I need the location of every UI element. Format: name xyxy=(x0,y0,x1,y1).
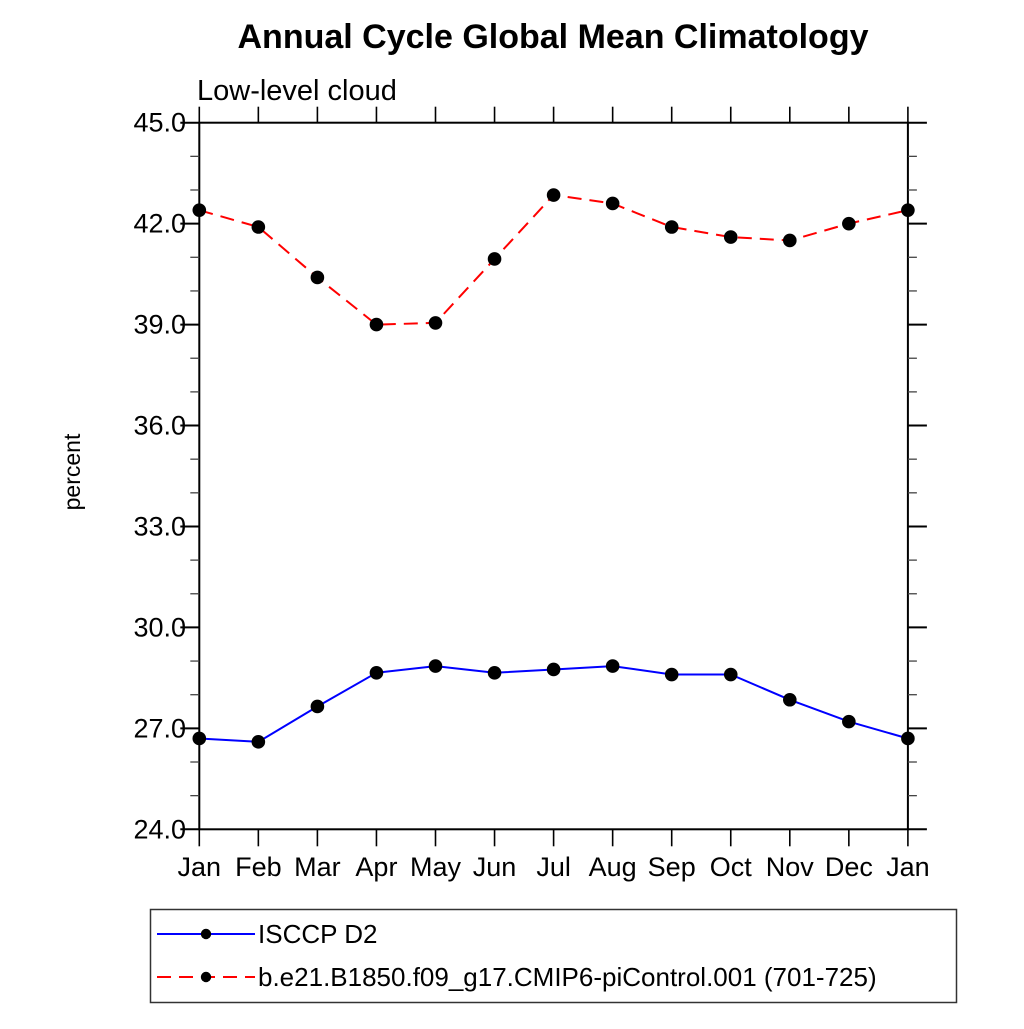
data-point-s0 xyxy=(723,667,738,682)
data-point-s0 xyxy=(783,692,797,707)
y-tick-label: 30.0 xyxy=(133,612,186,642)
data-point-s1 xyxy=(783,233,797,248)
data-point-s0 xyxy=(901,731,915,746)
x-tick-label: Jul xyxy=(536,852,571,882)
y-axis-label: percent xyxy=(59,433,85,510)
data-point-s0 xyxy=(192,731,207,746)
data-point-s1 xyxy=(428,316,443,330)
legend-label-picontrol: b.e21.B1850.f09_g17.CMIP6-piControl.001 … xyxy=(258,962,877,992)
y-tick-label: 24.0 xyxy=(133,814,186,844)
data-point-s1 xyxy=(487,252,502,266)
y-tick-label: 39.0 xyxy=(133,310,186,340)
x-tick-label: Feb xyxy=(235,852,282,882)
x-tick-label: Dec xyxy=(825,852,873,882)
data-point-s1 xyxy=(546,188,561,202)
y-tick-label: 42.0 xyxy=(133,209,186,239)
x-tick-label: Jan xyxy=(178,852,222,882)
plot-area: 24.0 27.0 30.0 33.0 36.0 39.0 42.0 45.0 Jan Feb Ma… xyxy=(133,106,930,882)
data-point-s1 xyxy=(251,220,266,234)
x-tick-label: Jan xyxy=(886,852,930,882)
data-point-s0 xyxy=(546,662,561,677)
y-tick-label: 27.0 xyxy=(133,713,186,743)
data-point-s1 xyxy=(192,203,207,217)
x-tick-label: Jun xyxy=(473,852,517,882)
legend-sample-marker-picontrol xyxy=(200,971,212,983)
data-point-s1 xyxy=(901,203,915,217)
x-tick-label: Oct xyxy=(710,852,753,882)
data-point-s0 xyxy=(605,659,620,673)
x-tick-label: Aug xyxy=(589,852,637,882)
data-point-s1 xyxy=(664,220,679,234)
data-point-s1 xyxy=(723,230,738,244)
chart-title: Annual Cycle Global Mean Climatology xyxy=(238,18,869,56)
x-tick-label: May xyxy=(410,852,462,882)
y-tick-label: 45.0 xyxy=(133,108,186,138)
y-tick-label: 33.0 xyxy=(133,511,186,541)
series-line-1 xyxy=(199,193,909,326)
data-point-s0 xyxy=(487,666,502,680)
data-point-s0 xyxy=(664,667,679,682)
legend-sample-marker-isccp xyxy=(200,928,212,940)
series-line-0 xyxy=(199,665,909,743)
data-point-s0 xyxy=(428,659,443,673)
x-tick-label: Apr xyxy=(355,852,397,882)
data-point-s1 xyxy=(605,196,620,211)
data-point-s0 xyxy=(369,666,384,680)
axis-frame xyxy=(198,121,909,831)
data-point-s1 xyxy=(842,216,856,231)
chart-subtitle: Low-level cloud xyxy=(197,75,397,107)
y-tick-label: 36.0 xyxy=(133,411,186,441)
legend-box xyxy=(149,908,958,1004)
legend-label-isccp: ISCCP D2 xyxy=(258,919,377,949)
x-tick-label: Mar xyxy=(294,852,341,882)
legend: ISCCP D2 b.e21.B1850.f09_g17.CMIP6-piCon… xyxy=(149,908,958,1004)
data-point-s0 xyxy=(842,714,856,729)
x-tick-label: Sep xyxy=(648,852,696,882)
data-point-s0 xyxy=(310,699,325,714)
data-point-s0 xyxy=(251,735,266,749)
x-tick-label: Nov xyxy=(766,852,815,882)
data-point-s1 xyxy=(369,317,384,332)
data-point-s1 xyxy=(310,270,325,285)
